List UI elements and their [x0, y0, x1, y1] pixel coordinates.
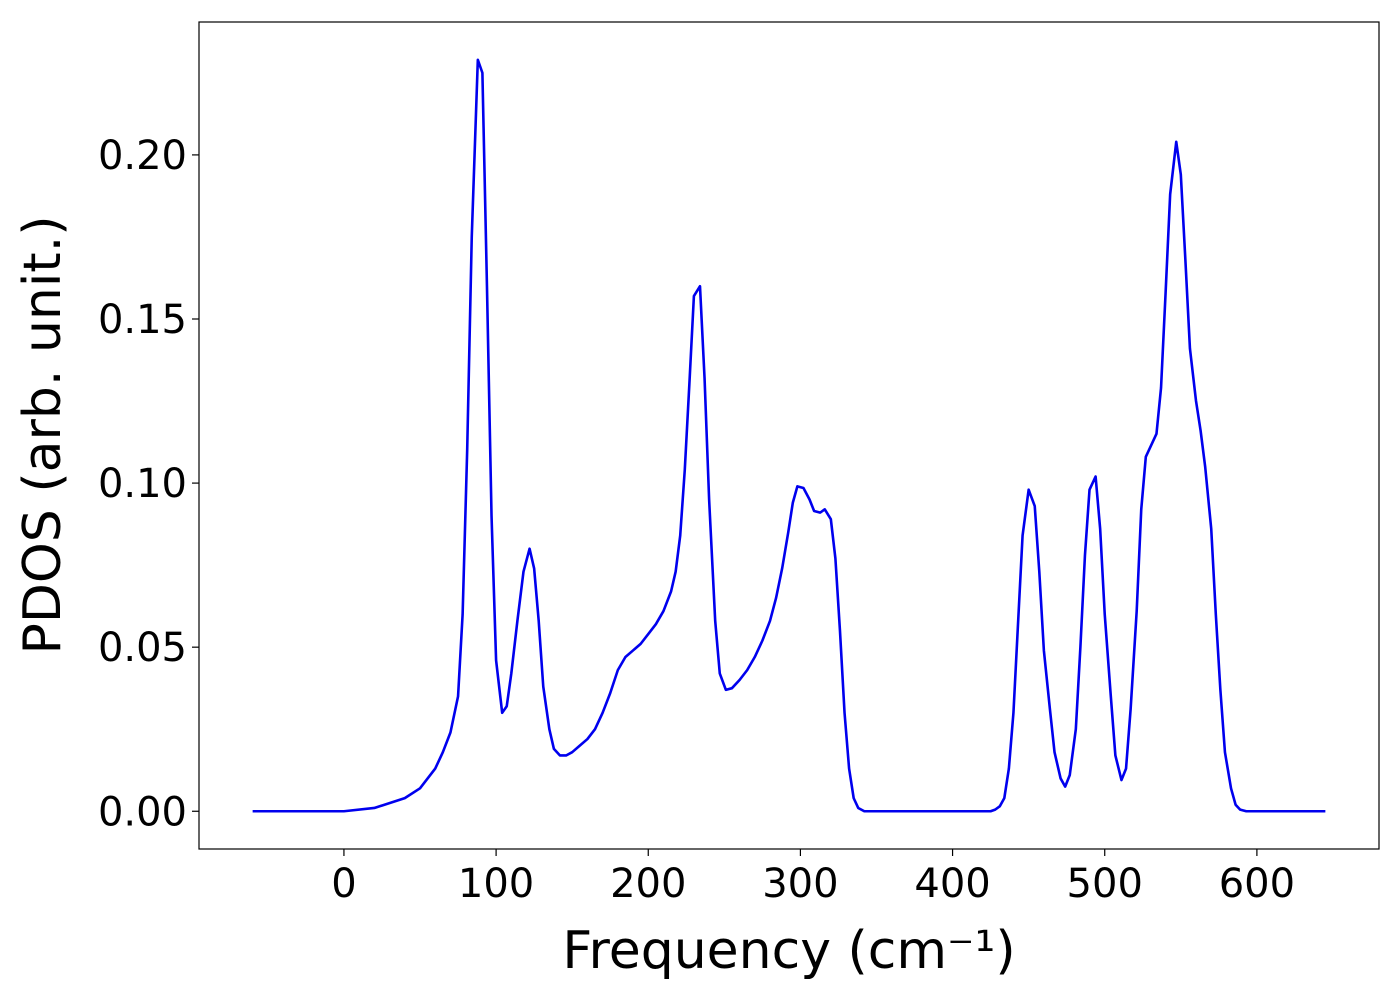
y-tick-label: 0.20 [98, 133, 187, 179]
x-tick-label: 400 [914, 861, 990, 907]
x-tick-label: 100 [458, 861, 534, 907]
y-tick-label: 0.15 [98, 297, 187, 343]
x-tick-label: 300 [762, 861, 838, 907]
y-tick-label: 0.00 [98, 789, 187, 835]
x-tick-label: 600 [1219, 861, 1295, 907]
plot-frame [198, 21, 1380, 850]
y-axis-label: PDOS (arb. unit.) [13, 215, 73, 654]
y-tick-label: 0.10 [98, 461, 187, 507]
data-line [252, 58, 1326, 813]
x-axis-label: Frequency (cm⁻¹) [562, 921, 1015, 981]
y-tick-label: 0.05 [98, 625, 187, 671]
x-tick-label: 500 [1067, 861, 1143, 907]
x-tick-label: 200 [610, 861, 686, 907]
x-tick-label: 0 [331, 861, 356, 907]
